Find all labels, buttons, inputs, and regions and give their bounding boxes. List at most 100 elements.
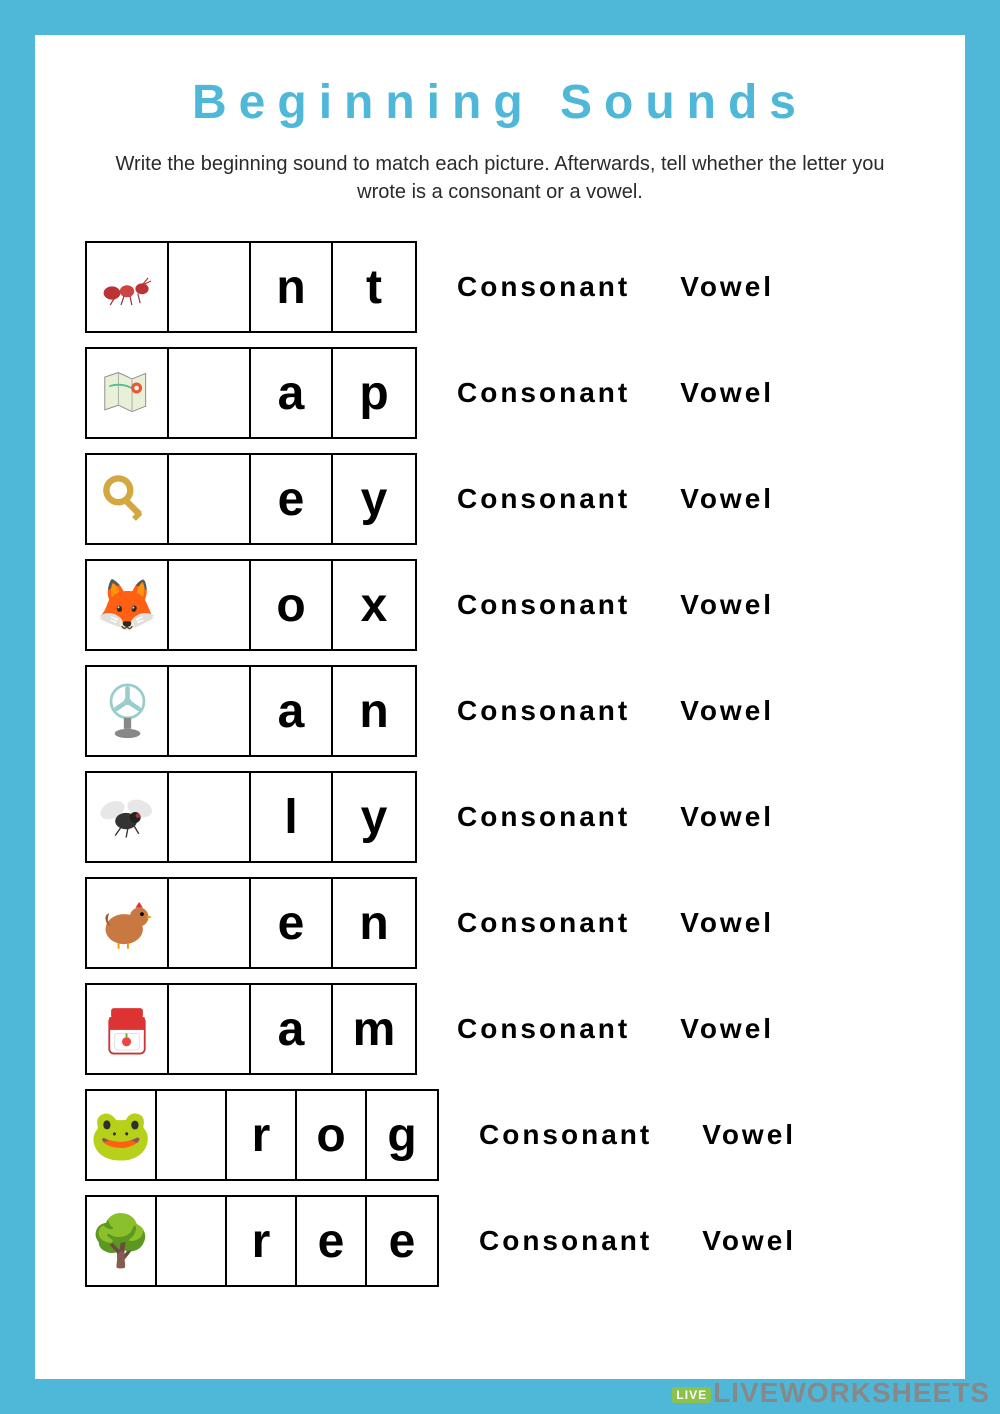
rows-container: ntConsonantVowelapConsonantVoweleyConson… xyxy=(85,241,915,1287)
word-row: 🦊ox Consonant Vowel xyxy=(85,559,915,651)
ant-icon xyxy=(87,243,169,331)
word-row: ap Consonant Vowel xyxy=(85,347,915,439)
vowel-choice[interactable]: Vowel xyxy=(680,483,774,515)
word-grid: an xyxy=(85,665,417,757)
vowel-choice[interactable]: Vowel xyxy=(680,1013,774,1045)
vowel-choice[interactable]: Vowel xyxy=(680,589,774,621)
letter: e xyxy=(389,1214,416,1269)
consonant-choice[interactable]: Consonant xyxy=(457,483,630,515)
blank-cell[interactable] xyxy=(169,349,251,437)
blank-cell[interactable] xyxy=(157,1091,227,1179)
choices: Consonant Vowel xyxy=(479,1119,796,1151)
letter: l xyxy=(284,790,297,845)
letter: m xyxy=(353,1002,396,1057)
letter: r xyxy=(252,1108,271,1163)
vowel-choice[interactable]: Vowel xyxy=(680,271,774,303)
word-grid: ey xyxy=(85,453,417,545)
blank-cell[interactable] xyxy=(169,985,251,1073)
letter-cell: p xyxy=(333,349,415,437)
page-title: Beginning Sounds xyxy=(85,75,915,130)
blank-cell[interactable] xyxy=(157,1197,227,1285)
word-grid: en xyxy=(85,877,417,969)
worksheet-page: Beginning Sounds Write the beginning sou… xyxy=(35,35,965,1379)
fox-icon: 🦊 xyxy=(87,561,169,649)
watermark-text: LIVEWORKSHEETS xyxy=(713,1377,990,1408)
hen-icon xyxy=(87,879,169,967)
word-grid: 🦊ox xyxy=(85,559,417,651)
word-row: am Consonant Vowel xyxy=(85,983,915,1075)
letter-cell: e xyxy=(251,455,333,543)
consonant-choice[interactable]: Consonant xyxy=(457,589,630,621)
letter-cell: m xyxy=(333,985,415,1073)
choices: Consonant Vowel xyxy=(457,695,774,727)
key-icon xyxy=(87,455,169,543)
blank-cell[interactable] xyxy=(169,667,251,755)
letter-cell: r xyxy=(227,1091,297,1179)
vowel-choice[interactable]: Vowel xyxy=(680,907,774,939)
letter-cell: n xyxy=(333,667,415,755)
consonant-choice[interactable]: Consonant xyxy=(457,695,630,727)
consonant-choice[interactable]: Consonant xyxy=(457,377,630,409)
letter-cell: a xyxy=(251,667,333,755)
letter-cell: y xyxy=(333,773,415,861)
letter: y xyxy=(361,472,388,527)
letter-cell: l xyxy=(251,773,333,861)
vowel-choice[interactable]: Vowel xyxy=(680,801,774,833)
letter-cell: r xyxy=(227,1197,297,1285)
letter-cell: n xyxy=(333,879,415,967)
word-row: an Consonant Vowel xyxy=(85,665,915,757)
consonant-choice[interactable]: Consonant xyxy=(457,1013,630,1045)
letter-cell: e xyxy=(251,879,333,967)
blank-cell[interactable] xyxy=(169,561,251,649)
consonant-choice[interactable]: Consonant xyxy=(479,1225,652,1257)
letter: g xyxy=(387,1108,416,1163)
letter-cell: e xyxy=(297,1197,367,1285)
letter: a xyxy=(278,1002,305,1057)
letter: r xyxy=(252,1214,271,1269)
word-grid: ap xyxy=(85,347,417,439)
word-row: eyConsonantVowel xyxy=(85,453,915,545)
vowel-choice[interactable]: Vowel xyxy=(680,377,774,409)
word-grid: 🐸rog xyxy=(85,1089,439,1181)
word-row: nt Consonant Vowel xyxy=(85,241,915,333)
letter: n xyxy=(359,684,388,739)
choices: Consonant Vowel xyxy=(457,589,774,621)
letter: n xyxy=(276,260,305,315)
blank-cell[interactable] xyxy=(169,773,251,861)
vowel-choice[interactable]: Vowel xyxy=(702,1119,796,1151)
vowel-choice[interactable]: Vowel xyxy=(702,1225,796,1257)
word-grid: 🌳ree xyxy=(85,1195,439,1287)
consonant-choice[interactable]: Consonant xyxy=(457,907,630,939)
letter-cell: g xyxy=(367,1091,437,1179)
letter-cell: o xyxy=(297,1091,367,1179)
word-row: 🐸rog Consonant Vowel xyxy=(85,1089,915,1181)
letter-cell: a xyxy=(251,985,333,1073)
blank-cell[interactable] xyxy=(169,243,251,331)
letter-cell: e xyxy=(367,1197,437,1285)
word-row: ly Consonant Vowel xyxy=(85,771,915,863)
watermark: LIVELIVEWORKSHEETS xyxy=(672,1377,990,1409)
letter: n xyxy=(359,896,388,951)
word-row: 🌳reeConsonantVowel xyxy=(85,1195,915,1287)
letter: a xyxy=(278,684,305,739)
letter: e xyxy=(278,472,305,527)
word-grid: nt xyxy=(85,241,417,333)
letter: e xyxy=(278,896,305,951)
choices: Consonant Vowel xyxy=(457,483,774,515)
blank-cell[interactable] xyxy=(169,879,251,967)
watermark-badge: LIVE xyxy=(672,1387,711,1403)
vowel-choice[interactable]: Vowel xyxy=(680,695,774,727)
consonant-choice[interactable]: Consonant xyxy=(457,801,630,833)
fan-icon xyxy=(87,667,169,755)
letter: x xyxy=(361,578,388,633)
consonant-choice[interactable]: Consonant xyxy=(457,271,630,303)
blank-cell[interactable] xyxy=(169,455,251,543)
consonant-choice[interactable]: Consonant xyxy=(479,1119,652,1151)
instructions: Write the beginning sound to match each … xyxy=(85,150,915,206)
word-row: en Consonant Vowel xyxy=(85,877,915,969)
choices: Consonant Vowel xyxy=(457,801,774,833)
letter: o xyxy=(316,1108,345,1163)
choices: Consonant Vowel xyxy=(457,1013,774,1045)
tree-icon: 🌳 xyxy=(87,1197,157,1285)
choices: Consonant Vowel xyxy=(457,271,774,303)
